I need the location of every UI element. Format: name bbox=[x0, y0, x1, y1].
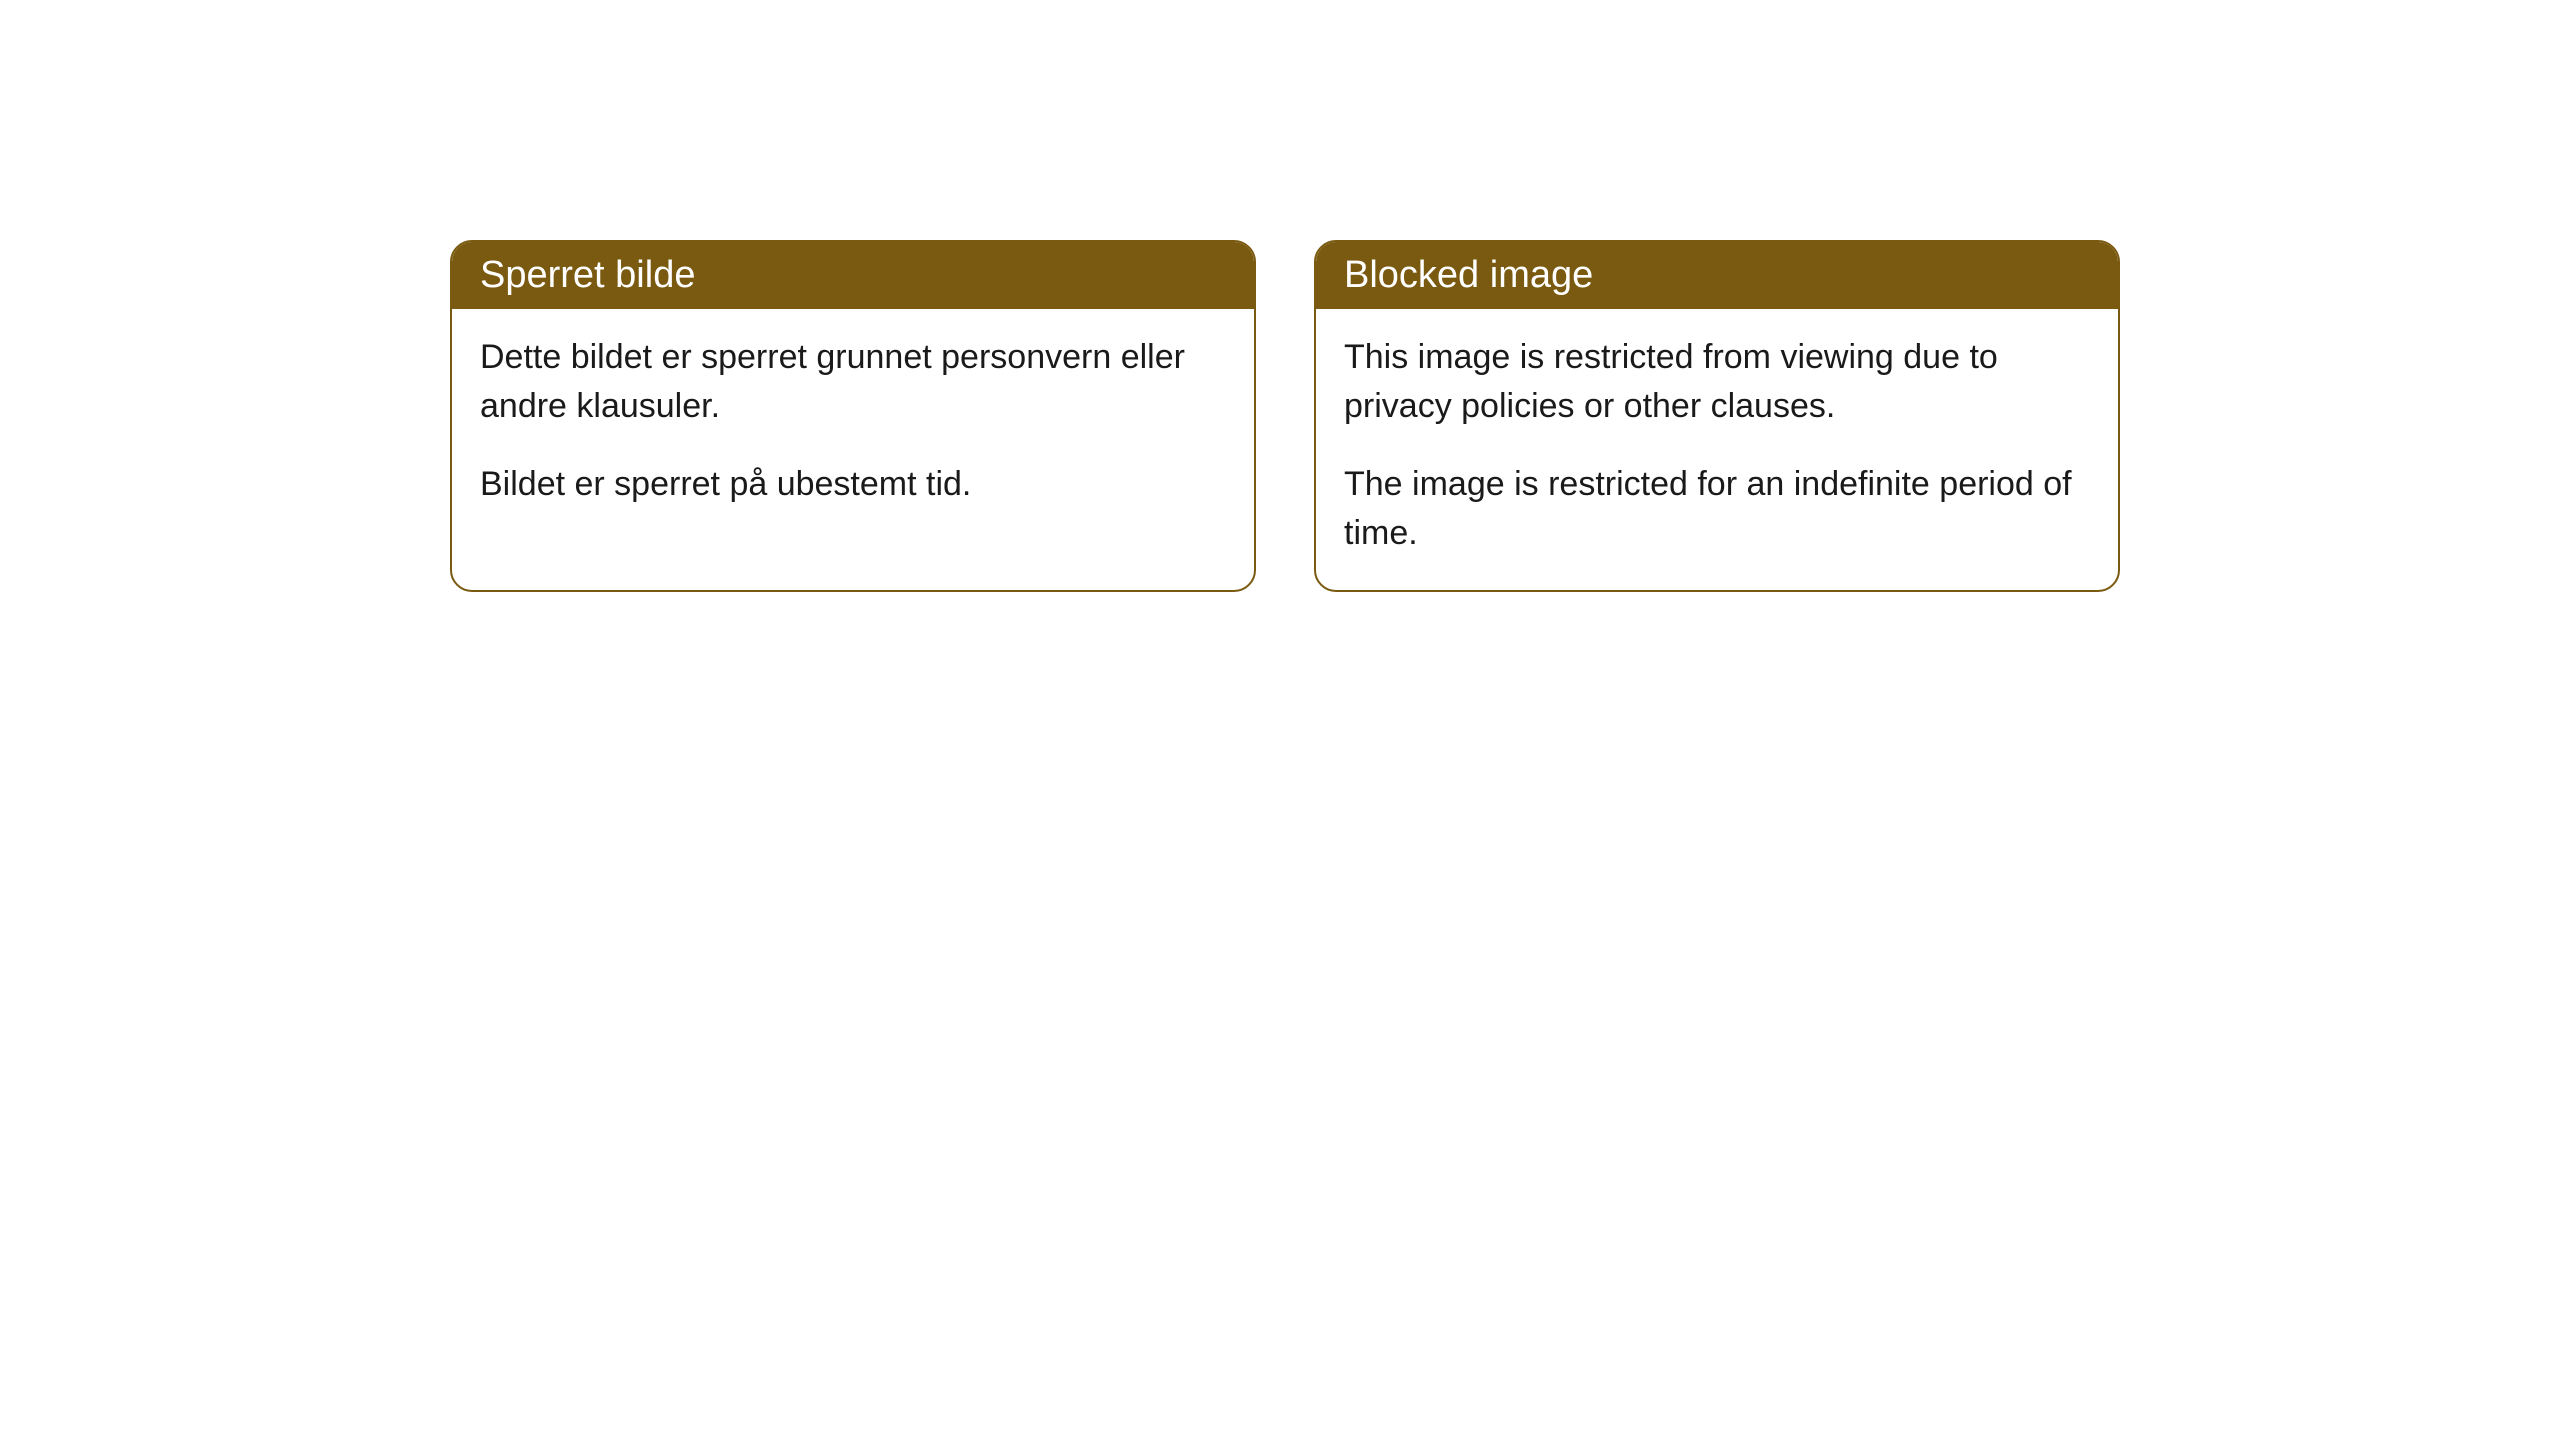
notice-card-norwegian: Sperret bilde Dette bildet er sperret gr… bbox=[450, 240, 1256, 592]
card-header: Blocked image bbox=[1316, 242, 2118, 309]
notice-container: Sperret bilde Dette bildet er sperret gr… bbox=[0, 0, 2560, 592]
notice-card-english: Blocked image This image is restricted f… bbox=[1314, 240, 2120, 592]
card-title: Blocked image bbox=[1344, 254, 1593, 296]
card-body: Dette bildet er sperret grunnet personve… bbox=[452, 309, 1254, 541]
card-header: Sperret bilde bbox=[452, 242, 1254, 309]
card-paragraph: Dette bildet er sperret grunnet personve… bbox=[480, 333, 1226, 432]
card-paragraph: This image is restricted from viewing du… bbox=[1344, 333, 2090, 432]
card-body: This image is restricted from viewing du… bbox=[1316, 309, 2118, 590]
card-paragraph: Bildet er sperret på ubestemt tid. bbox=[480, 460, 1226, 509]
card-paragraph: The image is restricted for an indefinit… bbox=[1344, 460, 2090, 559]
card-title: Sperret bilde bbox=[480, 254, 695, 296]
